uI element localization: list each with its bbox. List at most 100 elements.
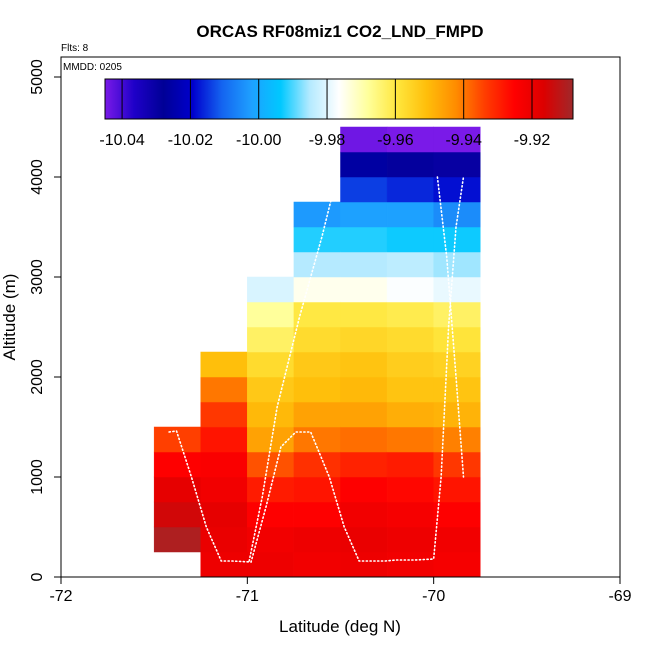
heatmap-cell: [340, 151, 388, 178]
colorbar-tick-label: -10.02: [168, 132, 213, 149]
heatmap-cell: [200, 451, 248, 478]
heatmap-cell: [433, 301, 481, 328]
heatmap-cell: [386, 426, 434, 453]
heatmap-cell: [386, 126, 434, 153]
y-tick-label: 0: [29, 572, 46, 581]
heatmap-cell: [433, 351, 481, 378]
heatmap-cell: [340, 476, 388, 503]
heatmap-cell: [247, 376, 295, 403]
heatmap-cell: [293, 526, 341, 553]
heatmap-cell: [433, 226, 481, 253]
heatmap-cell: [433, 276, 481, 303]
heatmap-cell: [433, 501, 481, 528]
heatmap-cell: [247, 301, 295, 328]
heatmap-cell: [433, 526, 481, 553]
colorbar-fill: [104, 78, 574, 120]
heatmap-cell: [153, 426, 202, 453]
heatmap-cell: [293, 201, 341, 228]
heatmap-cell: [340, 326, 388, 353]
heatmap-cell: [340, 501, 388, 528]
heatmap-cell: [293, 401, 341, 428]
heatmap-cell: [293, 326, 341, 353]
heatmap-cell: [386, 226, 434, 253]
colorbar-ticks: -10.04 -10.02 -10.00 -9.98 -9.96 -9.94 -9.92: [99, 79, 550, 149]
x-tick-label: -69: [608, 588, 631, 605]
heatmap-cell: [433, 326, 481, 353]
heatmap-cell: [340, 526, 388, 553]
chart-title: ORCAS RF08miz1 CO2_LND_FMPD: [196, 22, 483, 41]
heatmap-cell: [247, 351, 295, 378]
heatmap-cell: [293, 551, 341, 578]
flights-note: Flts: 8: [61, 43, 89, 54]
plot-frame: [60, 56, 621, 578]
heatmap-cell: [433, 426, 481, 453]
heatmap-cell: [340, 376, 388, 403]
x-axis: -72 -71 -70 -69: [49, 577, 632, 605]
heatmap-cell: [247, 276, 295, 303]
colorbar: -10.04 -10.02 -10.00 -9.98 -9.96 -9.94 -9.92: [99, 78, 574, 149]
heatmap-cell: [386, 501, 434, 528]
colorbar-tick-label: -9.94: [445, 132, 482, 149]
x-tick-label: -72: [49, 588, 72, 605]
heatmap-cell: [293, 376, 341, 403]
heatmap-cell: [153, 526, 202, 553]
heatmap-cell: [247, 526, 295, 553]
y-tick-label: 4000: [29, 159, 46, 195]
heatmap-cell: [386, 276, 434, 303]
colorbar-tick-label: -9.98: [309, 132, 346, 149]
heatmap-cell: [433, 151, 481, 178]
heatmap-cell: [247, 326, 295, 353]
heatmap-cells: [153, 126, 481, 578]
heatmap-cell: [386, 151, 434, 178]
heatmap-cell: [433, 126, 481, 153]
heatmap-cell: [340, 551, 388, 578]
heatmap-cell: [200, 426, 248, 453]
heatmap-cell: [340, 451, 388, 478]
y-tick-label: 2000: [29, 359, 46, 395]
heatmap-cell: [200, 351, 248, 378]
heatmap-cell: [153, 451, 202, 478]
heatmap-cell: [386, 401, 434, 428]
x-tick-label: -71: [236, 588, 259, 605]
heatmap-cell: [293, 451, 341, 478]
heatmap-cell: [340, 276, 388, 303]
heatmap-cell: [247, 401, 295, 428]
heatmap-cell: [340, 201, 388, 228]
y-tick-label: 3000: [29, 259, 46, 295]
heatmap-cell: [340, 126, 388, 153]
heatmap-cell: [340, 176, 388, 203]
heatmap-cell: [340, 351, 388, 378]
heatmap-cell: [340, 426, 388, 453]
y-tick-label: 1000: [29, 459, 46, 495]
x-axis-label: Latitude (deg N): [279, 617, 401, 636]
flight-track-line: [248, 176, 338, 562]
heatmap-cell: [293, 501, 341, 528]
heatmap-cell: [200, 376, 248, 403]
heatmap-cell: [293, 276, 341, 303]
heatmap-cell: [433, 176, 481, 203]
heatmap-cell: [433, 551, 481, 578]
y-axis-label: Altitude (m): [0, 274, 19, 361]
heatmap-cell: [340, 226, 388, 253]
heatmap-cell: [293, 226, 341, 253]
heatmap-cell: [386, 176, 434, 203]
y-axis: 0 1000 2000 3000 4000 5000: [29, 59, 61, 581]
flight-track-line: [168, 176, 465, 563]
heatmap-cell: [247, 501, 295, 528]
heatmap-cell: [386, 301, 434, 328]
heatmap-cell: [293, 301, 341, 328]
date-note: MMDD: 0205: [63, 62, 122, 73]
heatmap-cell: [340, 301, 388, 328]
heatmap-cell: [200, 401, 248, 428]
heatmap-cell: [200, 501, 248, 528]
flight-track-line: [436, 176, 465, 478]
heatmap-cell: [386, 351, 434, 378]
y-tick-label: 5000: [29, 59, 46, 95]
heatmap-cell: [153, 501, 202, 528]
heatmap-cell: [340, 401, 388, 428]
heatmap-cell: [200, 526, 248, 553]
heatmap-cell: [386, 201, 434, 228]
heatmap-cell: [293, 351, 341, 378]
heatmap-cell: [386, 551, 434, 578]
